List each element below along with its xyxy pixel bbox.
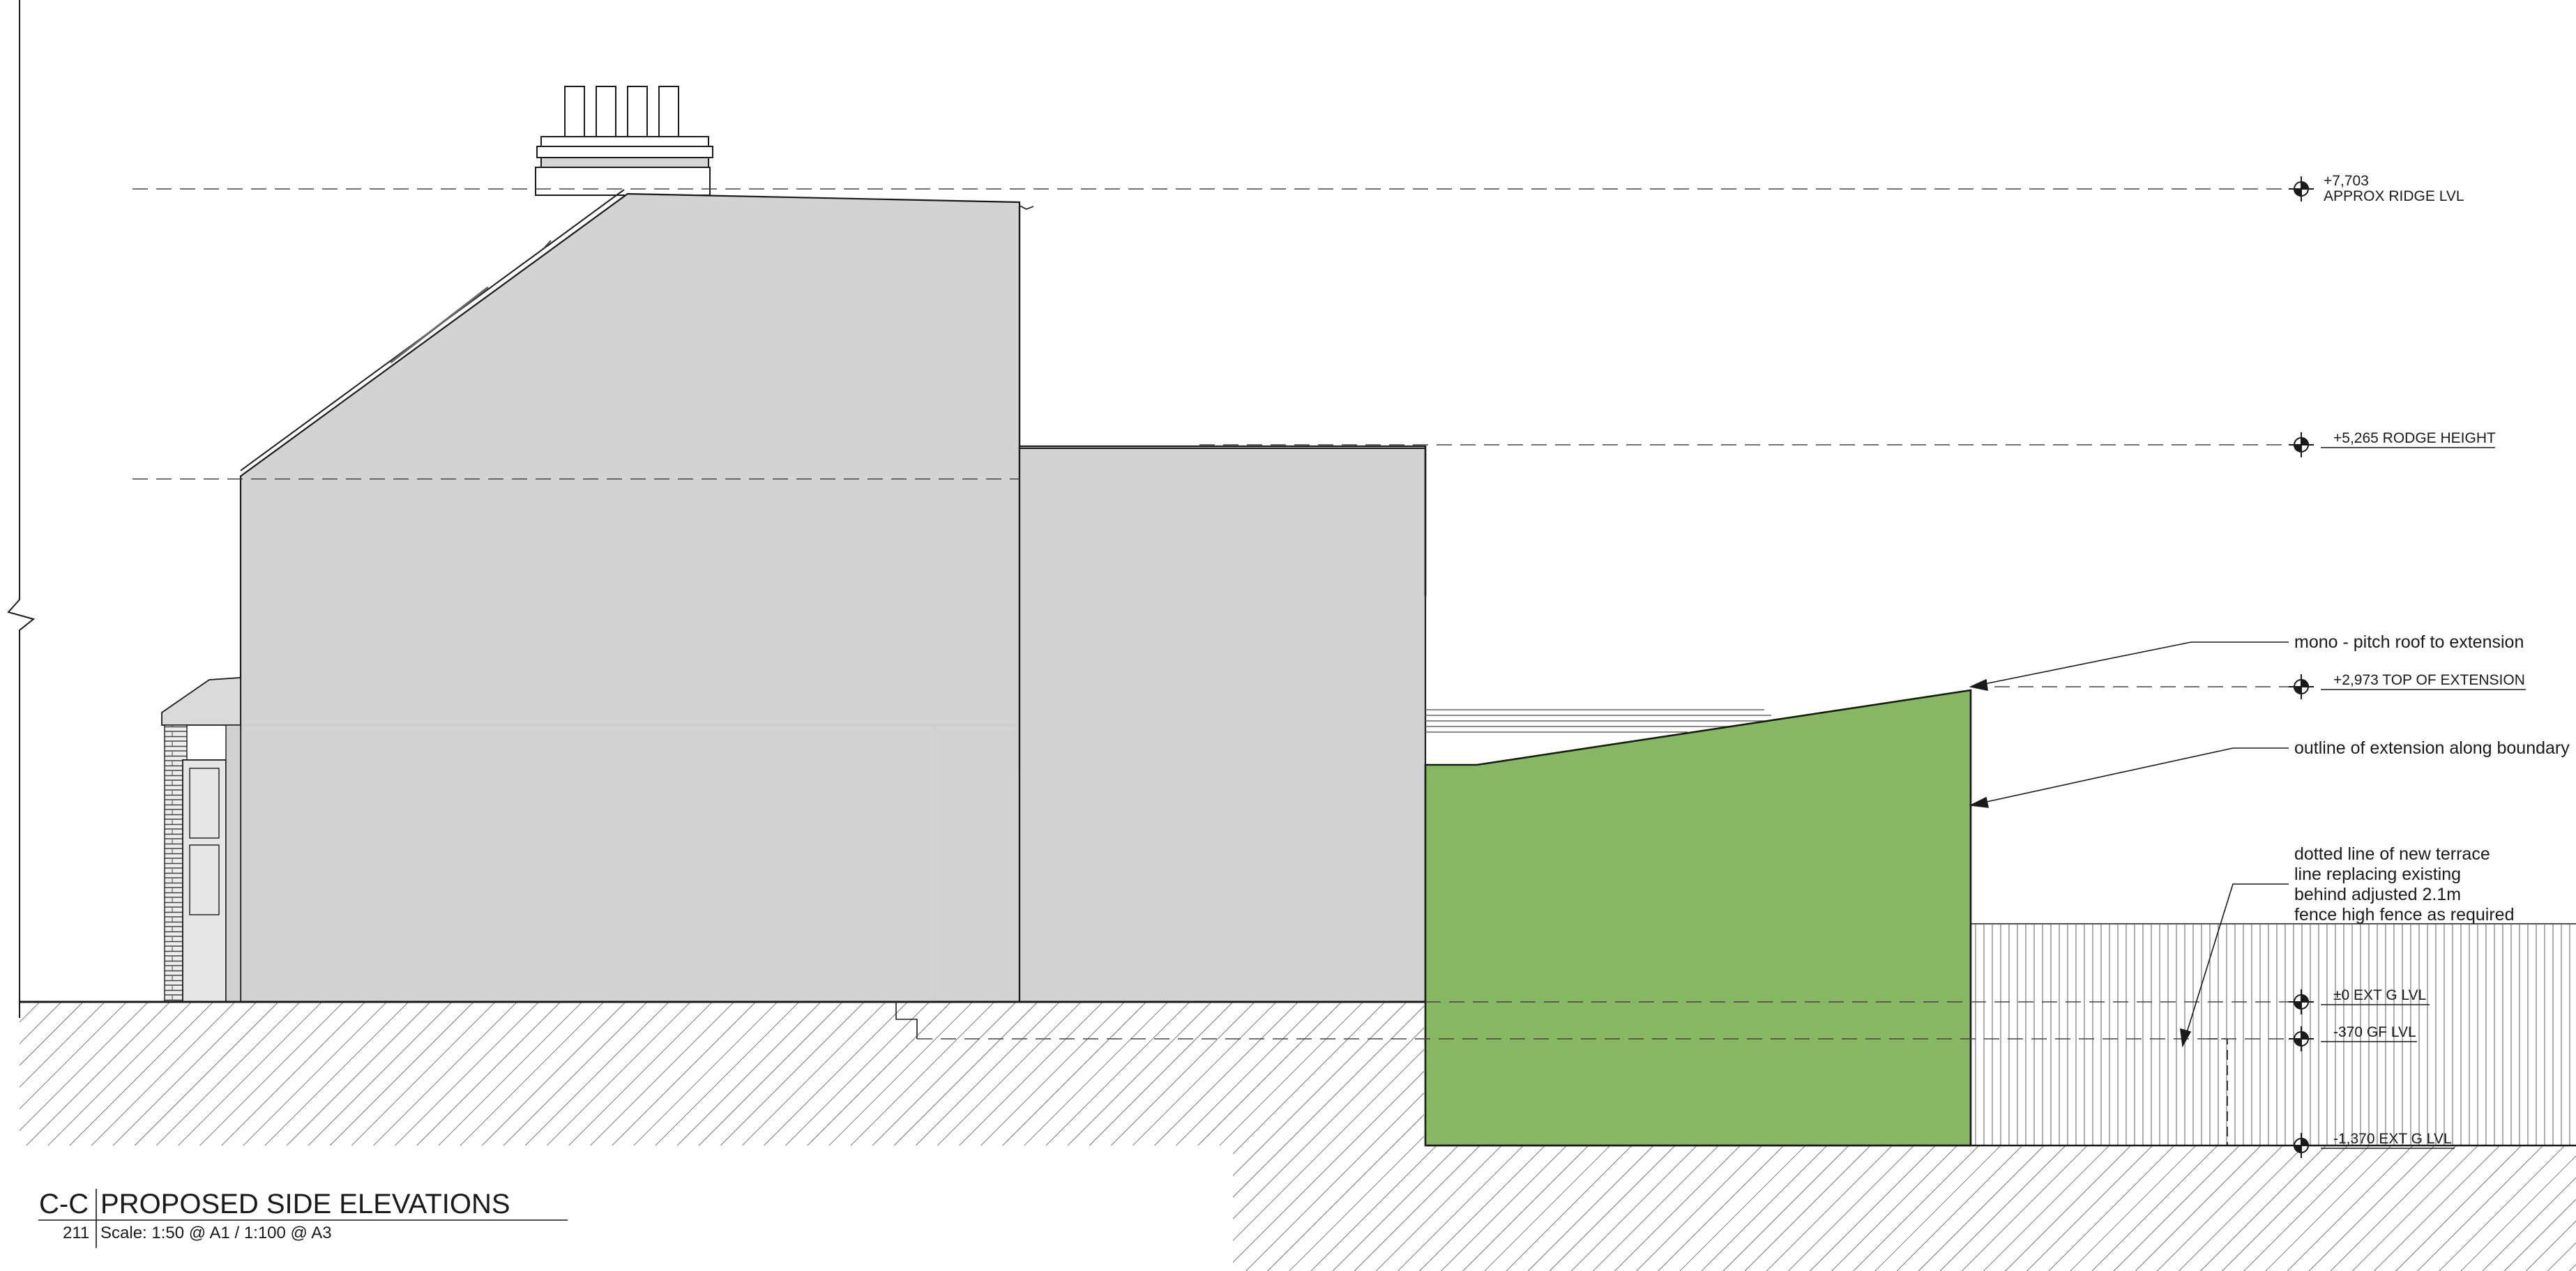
title-number: 211 <box>63 1224 89 1242</box>
neighbour-roof <box>1425 709 1771 733</box>
note-terrace-2: line replacing existing <box>2294 865 2461 884</box>
porch-roof <box>161 677 241 726</box>
note-mono-pitch: mono - pitch roof to extension <box>2294 632 2524 652</box>
level-rodge: +5,265 RODGE HEIGHT <box>2333 430 2496 446</box>
note-terrace-1: dotted line of new terrace <box>2294 844 2490 864</box>
level-ext-ground: ±0 EXT G LVL <box>2333 987 2426 1003</box>
chimney <box>535 86 713 196</box>
level-ridge-value: +7,703 <box>2324 173 2369 189</box>
level-markers <box>2289 176 2314 1158</box>
level-ridge-name: APPROX RIDGE LVL <box>2324 188 2464 204</box>
title-block: C-C PROPOSED SIDE ELEVATIONS 211 Scale: … <box>38 1189 568 1248</box>
rear-outrigger <box>1018 445 1427 1003</box>
ground-hatch-right <box>1233 1146 2576 1271</box>
level-extension-top: +2,973 TOP OF EXTENSION <box>2333 672 2525 688</box>
main-house <box>239 192 1021 1003</box>
break-line <box>7 0 36 1018</box>
title-scale: Scale: 1:50 @ A1 / 1:100 @ A3 <box>100 1224 332 1242</box>
leader-lines <box>1969 641 2289 1048</box>
title-main: PROPOSED SIDE ELEVATIONS <box>100 1189 510 1219</box>
ground-hatch-left <box>20 1002 1424 1146</box>
proposed-extension <box>1424 689 1972 1147</box>
title-code: C-C <box>39 1189 89 1219</box>
note-terrace-4: fence high fence as required <box>2294 905 2515 924</box>
level-gf: -370 GF LVL <box>2333 1024 2416 1040</box>
note-outline: outline of extension along boundary <box>2294 738 2570 758</box>
title-block-mask <box>0 1150 1233 1271</box>
garden-fence <box>1971 924 2576 1146</box>
note-terrace-3: behind adjusted 2.1m <box>2294 885 2461 904</box>
front-door <box>182 759 227 1003</box>
level-ext-ground-low: -1,370 EXT G LVL <box>2333 1131 2452 1147</box>
level-lines <box>132 188 2301 1040</box>
